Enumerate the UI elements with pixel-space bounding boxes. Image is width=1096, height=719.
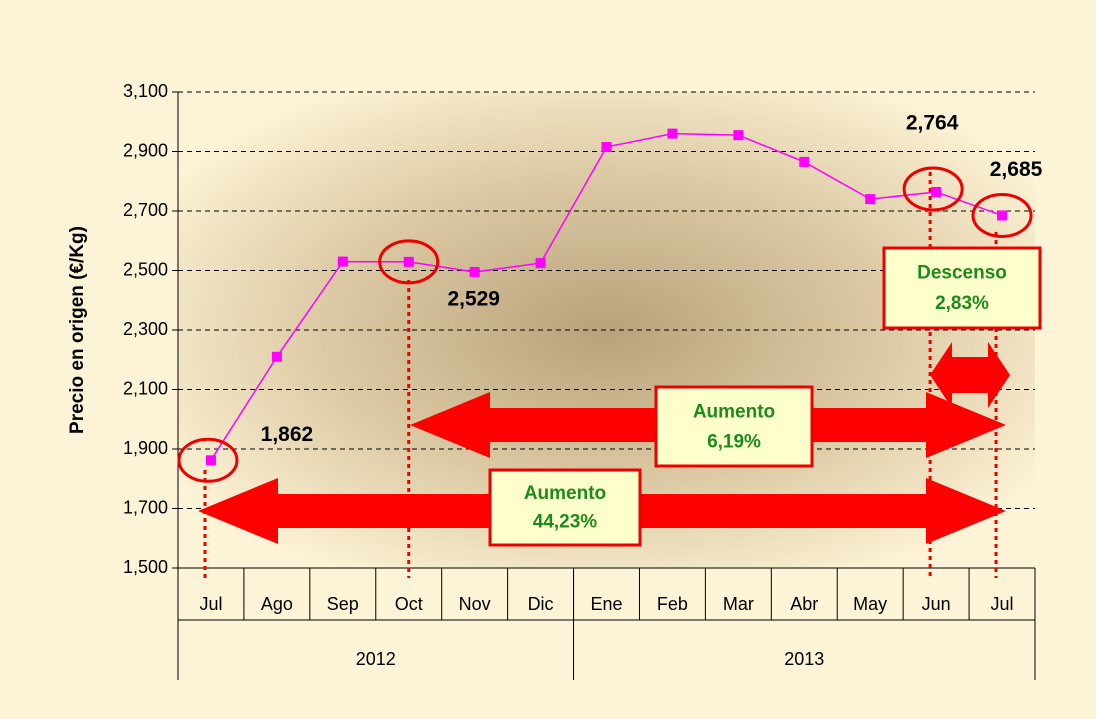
annotation-box [654,385,814,468]
x-tick-label: May [853,594,887,614]
x-tick-label: Mar [723,594,754,614]
y-tick-label: 1,700 [123,497,168,517]
x-tick-label: Dic [528,594,554,614]
arrow [930,342,1010,408]
x-tick-label: Feb [657,594,688,614]
marker [601,142,612,153]
annotation-box [488,468,642,547]
marker [271,351,282,362]
marker [205,455,216,466]
data-label: 2,529 [447,287,500,310]
y-tick-label: 1,500 [123,557,168,577]
x-tick-label: Jul [991,594,1014,614]
marker [667,128,678,139]
marker [799,156,810,167]
data-label: 1,862 [261,423,314,446]
y-tick-label: 1,900 [123,438,168,458]
highlight-circle [971,192,1033,238]
annotation-title: Aumento [524,483,606,504]
y-axis-label: Precio en origen (€/Kg) [67,226,88,434]
x-tick-label: Ene [590,594,622,614]
group-label: 2013 [784,649,824,669]
y-tick-label: 3,100 [123,81,168,101]
y-tick-label: 2,500 [123,259,168,279]
annotation-value: 44,23% [533,512,598,533]
y-tick-label: 2,100 [123,378,168,398]
marker [865,194,876,205]
annotation-value: 2,83% [935,293,989,314]
x-tick-label: Nov [459,594,491,614]
marker [535,258,546,269]
x-tick-label: Abr [790,594,818,614]
marker [931,186,942,197]
marker [403,256,414,267]
x-tick-label: Oct [395,594,423,614]
y-tick-label: 2,900 [123,140,168,160]
annotation-value: 6,19% [707,431,761,452]
marker [733,130,744,141]
data-label: 2,685 [990,158,1043,181]
marker [337,256,348,267]
x-tick-label: Ago [261,594,293,614]
annotation-box [882,246,1042,330]
x-tick-label: Jul [199,594,222,614]
highlight-circle [378,239,440,285]
y-tick-label: 2,300 [123,319,168,339]
annotation-title: Aumento [693,401,775,422]
y-tick-label: 2,700 [123,200,168,220]
x-tick-label: Jun [922,594,951,614]
highlight-circle [177,437,239,483]
annotation-title: Descenso [917,263,1007,284]
group-label: 2012 [356,649,396,669]
x-tick-label: Sep [327,594,359,614]
data-label: 2,764 [906,112,959,135]
marker [997,210,1008,221]
marker [469,266,480,277]
highlight-circle [902,166,964,212]
